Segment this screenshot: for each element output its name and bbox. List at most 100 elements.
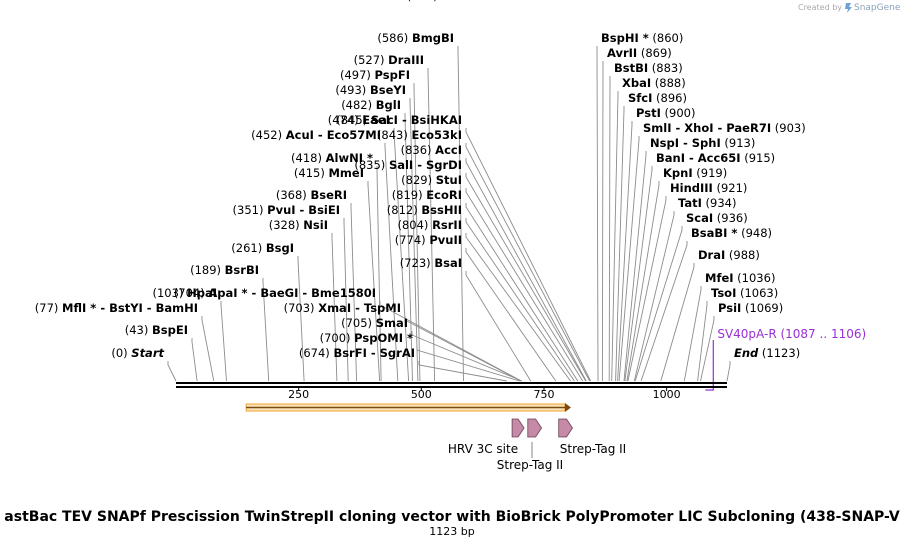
feature-arrow[interactable] <box>511 418 525 438</box>
cut-site-label[interactable]: (482) BglI <box>341 98 401 112</box>
enzyme-name: TatI <box>678 196 702 210</box>
cut-site-label[interactable]: (705) SmaI <box>341 316 408 330</box>
cut-site-label[interactable]: End (1123) <box>734 346 800 360</box>
cut-site-label[interactable]: AvrII (869) <box>607 46 672 60</box>
enzyme-name: SacI - BsiHKAI <box>371 113 462 127</box>
cut-site-line <box>624 166 653 382</box>
cut-site-label[interactable]: (43) BspEI <box>125 323 188 337</box>
enzyme-name: Start <box>131 346 164 360</box>
cut-site-label[interactable]: (723) BsaI <box>400 256 462 270</box>
cut-site-label[interactable]: BsaBI * (948) <box>691 226 772 240</box>
cut-site-line <box>167 361 177 382</box>
cut-site-label[interactable]: (836) AccI <box>401 143 462 157</box>
cut-site-label[interactable]: (704) ApaI * - BaeGI - Bme1580I <box>174 286 376 300</box>
cut-site-position: (896) <box>652 91 687 105</box>
cut-site-line <box>465 233 571 382</box>
cut-site-line <box>700 316 715 382</box>
cut-site-position: (452) <box>251 128 286 142</box>
sequence-backbone <box>176 382 727 388</box>
cut-site-line <box>596 46 599 382</box>
cut-site-label[interactable]: (649) PflMI <box>407 0 474 3</box>
cut-site-label[interactable]: (804) RsrII <box>397 218 462 232</box>
cut-site-label[interactable]: (774) PvuII <box>395 233 462 247</box>
cut-site-position: (869) <box>637 46 672 60</box>
cut-site-label[interactable]: SmlI - XhoI - PaeR7I (903) <box>643 121 806 135</box>
cut-site-position: (819) <box>392 188 427 202</box>
cut-site-label[interactable]: (103) HpaI <box>153 286 218 300</box>
cut-site-label[interactable]: KpnI (919) <box>663 166 727 180</box>
cut-site-label[interactable]: SfcI (896) <box>628 91 687 105</box>
enzyme-name: BsaI <box>434 256 462 270</box>
cut-site-label[interactable]: (493) BseYI <box>335 83 406 97</box>
enzyme-name: BspEI <box>152 323 188 337</box>
cut-site-position: (948) <box>737 226 772 240</box>
enzyme-name: NsiI <box>303 218 328 232</box>
cut-site-position: (1036) <box>734 271 776 285</box>
feature-label[interactable]: Strep-Tag II <box>497 458 563 472</box>
cut-site-label[interactable]: BstBI (883) <box>614 61 683 75</box>
cut-site-label[interactable]: (77) MflI * - BstYI - BamHI <box>35 301 198 315</box>
cut-site-label[interactable]: BanI - Acc65I (915) <box>656 151 775 165</box>
cut-site-label[interactable]: MfeI (1036) <box>705 271 775 285</box>
cut-site-label[interactable]: (700) PspOMI * <box>320 331 413 345</box>
cut-site-position: (103) <box>153 286 188 300</box>
enzyme-name: EcoRI <box>426 188 462 202</box>
cut-site-label[interactable]: (261) BsgI <box>231 241 294 255</box>
cut-site-label[interactable]: (368) BseRI <box>276 188 347 202</box>
cut-site-label[interactable]: (418) AlwNI * <box>291 151 373 165</box>
cut-site-label[interactable]: (835) SalI - SgrDI <box>354 158 462 172</box>
cut-site-position: (835) <box>354 158 389 172</box>
cut-site-label[interactable]: (351) PvuI - BsiEI <box>233 203 340 217</box>
cut-site-line <box>465 218 575 382</box>
cut-site-label[interactable]: TatI (934) <box>678 196 737 210</box>
cut-site-label[interactable]: (328) NsiI <box>269 218 328 232</box>
cut-site-label[interactable]: (452) AcuI - Eco57MI <box>251 128 381 142</box>
cut-site-line <box>465 173 587 382</box>
cut-site-label[interactable]: (586) BmgBI <box>377 31 454 45</box>
cut-site-position: (883) <box>648 61 683 75</box>
enzyme-name: RsrII <box>432 218 462 232</box>
cut-site-label[interactable]: BspHI * (860) <box>601 31 683 45</box>
enzyme-name: SmaI <box>376 316 408 330</box>
cut-site-label[interactable]: NspI - SphI (913) <box>650 136 755 150</box>
cut-site-label[interactable]: (829) StuI <box>401 173 462 187</box>
cut-site-label[interactable]: XbaI (888) <box>622 76 686 90</box>
ruler-tick-label: 1000 <box>653 388 681 401</box>
cut-site-position: (703) <box>284 301 319 315</box>
cut-site-label[interactable]: TsoI (1063) <box>711 286 778 300</box>
cut-site-position: (497) <box>340 68 375 82</box>
cut-site-label[interactable]: PsiI (1069) <box>718 301 783 315</box>
cut-site-label[interactable]: (497) PspFI <box>340 68 410 82</box>
enzyme-name: Eco53kI <box>411 128 462 142</box>
enzyme-name: NspI - SphI <box>650 136 721 150</box>
enzyme-name: BglI <box>376 98 401 112</box>
cut-site-label[interactable]: (703) XmaI - TspMI <box>284 301 401 315</box>
cut-site-label[interactable]: (674) BsrFI - SgrAI <box>299 346 415 360</box>
cut-site-label[interactable]: (819) EcoRI <box>392 188 462 202</box>
cut-site-label[interactable]: (474) EaeI <box>328 113 390 127</box>
enzyme-name: PspFI <box>375 68 410 82</box>
cut-site-position: (829) <box>401 173 436 187</box>
cut-site-label[interactable]: DraI (988) <box>698 248 760 262</box>
feature-label[interactable]: HRV 3C site <box>448 442 518 456</box>
cut-site-label[interactable]: (0) Start <box>111 346 164 360</box>
primer-label[interactable]: SV40pA-R (1087 .. 1106) <box>717 327 866 341</box>
snapgene-logo-icon <box>845 3 852 13</box>
feature-arrow[interactable] <box>558 418 573 438</box>
feature-arrow[interactable] <box>527 418 543 438</box>
cut-site-label[interactable]: (812) BssHII <box>387 203 462 217</box>
cut-site-label[interactable]: (189) BsrBI <box>190 263 259 277</box>
cut-site-label[interactable]: (845) SacI - BsiHKAI <box>336 113 462 127</box>
cut-site-label[interactable]: HindIII (921) <box>670 181 747 195</box>
cut-site-label[interactable]: (527) DraIII <box>354 53 424 67</box>
enzyme-name: TsoI <box>711 286 736 300</box>
cut-site-label[interactable]: ScaI (936) <box>686 211 748 225</box>
cut-site-line <box>465 128 592 382</box>
cut-site-label[interactable]: (843) Eco53kI <box>377 128 462 142</box>
cut-site-label[interactable]: (415) MmeI <box>294 166 364 180</box>
cut-site-line <box>465 271 532 382</box>
cut-site-label[interactable]: PstI (900) <box>636 106 695 120</box>
cut-site-position: (934) <box>702 196 737 210</box>
ruler-tick-label: 500 <box>411 388 432 401</box>
feature-label[interactable]: Strep-Tag II <box>560 442 626 456</box>
